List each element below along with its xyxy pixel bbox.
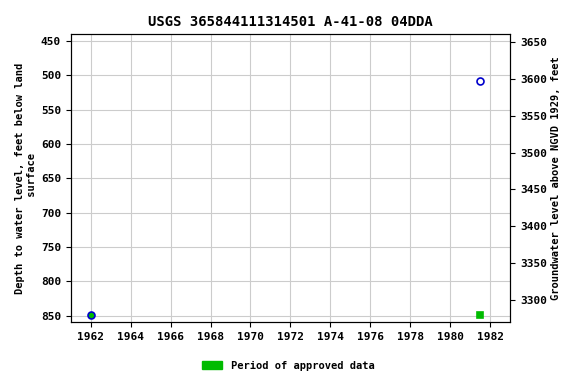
Y-axis label: Depth to water level, feet below land
 surface: Depth to water level, feet below land su…: [15, 63, 37, 294]
Legend: Period of approved data: Period of approved data: [198, 357, 378, 375]
Title: USGS 365844111314501 A-41-08 04DDA: USGS 365844111314501 A-41-08 04DDA: [148, 15, 433, 29]
Y-axis label: Groundwater level above NGVD 1929, feet: Groundwater level above NGVD 1929, feet: [551, 56, 561, 300]
